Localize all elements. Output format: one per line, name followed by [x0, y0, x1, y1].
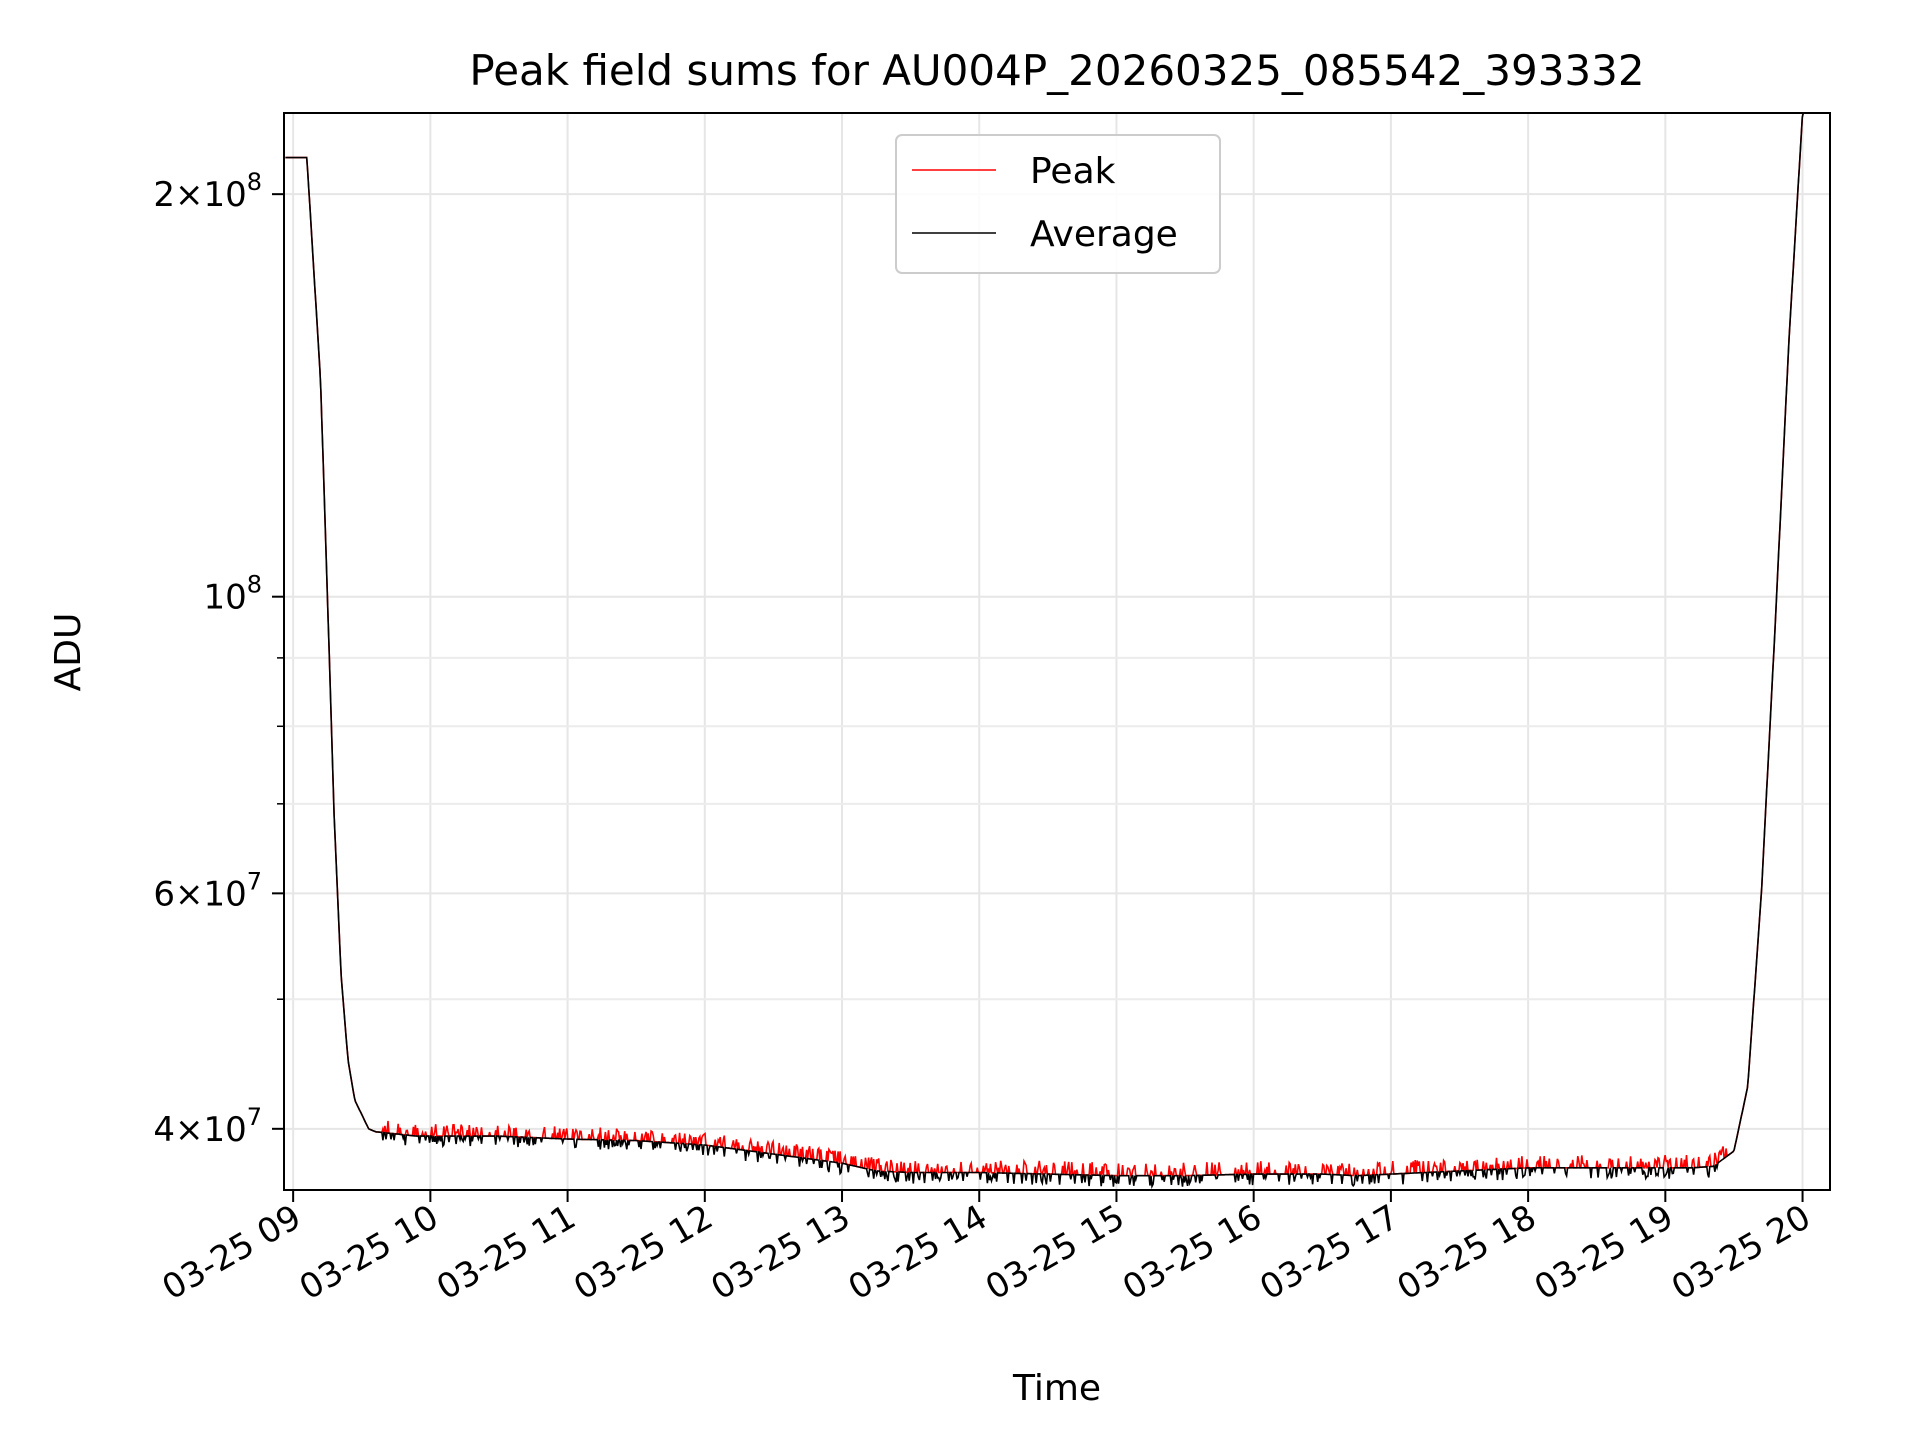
legend-peak-label: Peak — [1030, 151, 1116, 192]
y-axis-label: ADU — [48, 613, 89, 692]
y-tick-label: 6×107 — [153, 867, 262, 914]
average-series-line — [285, 113, 1810, 1190]
y-tick-label: 108 — [203, 571, 262, 618]
plot-frame — [283, 112, 1831, 1191]
y-tick-label: 4×107 — [153, 1103, 262, 1150]
y-axis-ticks: 2×108 108 6×107 4×107 — [153, 168, 284, 1150]
chart-title: Peak field sums for AU004P_20260325_0855… — [469, 46, 1644, 95]
grid — [284, 113, 1830, 1190]
legend-average-label: Average — [1030, 214, 1178, 255]
x-axis-label: Time — [1012, 1368, 1101, 1409]
y-tick-label: 2×108 — [153, 168, 262, 215]
plot-lines — [285, 113, 1810, 1190]
legend: Peak Average — [895, 134, 1221, 274]
